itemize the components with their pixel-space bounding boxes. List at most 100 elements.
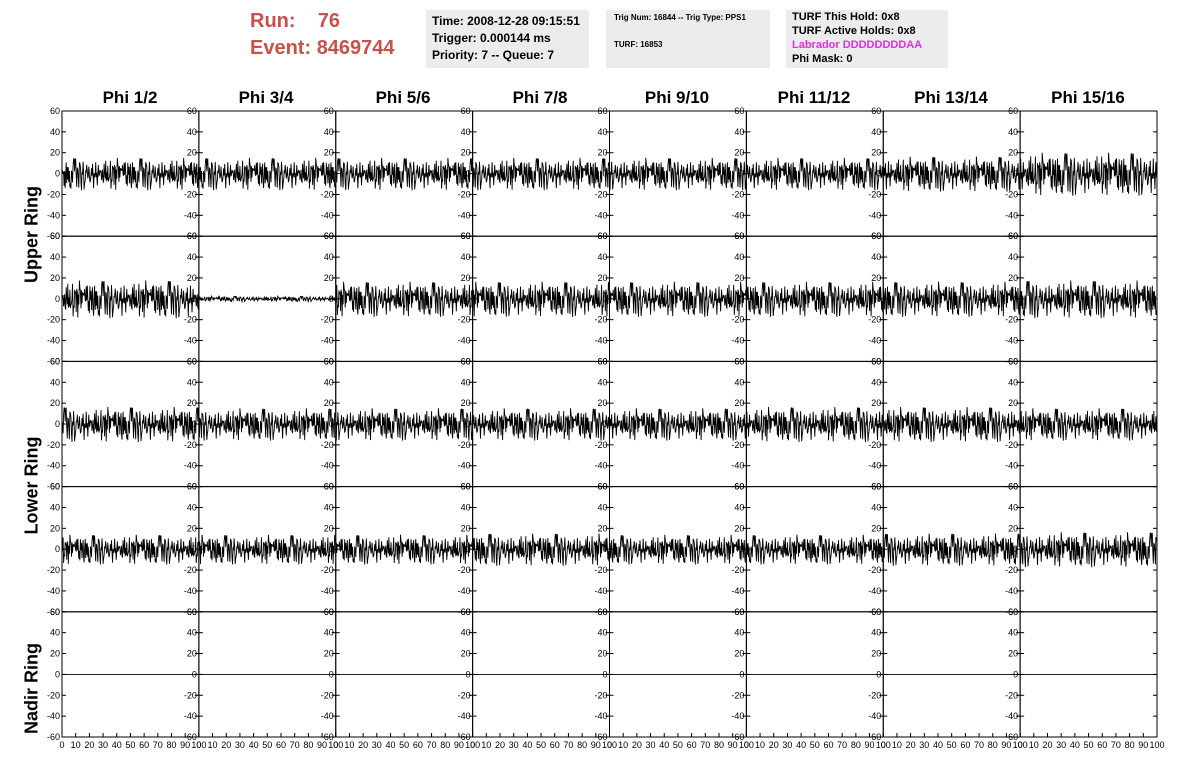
y-tick-label: 60 (461, 356, 471, 366)
x-tick-label: 60 (276, 740, 286, 750)
y-tick-label: 0 (876, 669, 881, 679)
trigger-info-box: Trig Num: 16844 -- Trig Type: PPS1 TURF:… (606, 10, 770, 68)
y-tick-label: 60 (187, 607, 197, 617)
y-tick-label: -20 (458, 189, 471, 199)
y-tick-label: 0 (1013, 419, 1018, 429)
x-tick-label: 40 (522, 740, 532, 750)
y-tick-label: 60 (597, 106, 607, 116)
x-tick-label: 40 (385, 740, 395, 750)
y-tick-label: 40 (1008, 252, 1018, 262)
x-tick-label: 30 (509, 740, 519, 750)
x-tick-label: 100 (328, 740, 343, 750)
waveform-trace (609, 157, 747, 191)
x-tick-label: 90 (317, 740, 327, 750)
y-tick-label: -60 (731, 732, 744, 742)
time-line: Time: 2008-12-28 09:15:51 (432, 14, 580, 28)
y-tick-label: 60 (734, 482, 744, 492)
y-tick-label: -20 (458, 690, 471, 700)
x-tick-label: 80 (440, 740, 450, 750)
y-tick-label: 40 (597, 628, 607, 638)
x-tick-label: 80 (166, 740, 176, 750)
x-tick-label: 80 (714, 740, 724, 750)
y-tick-label: 0 (466, 669, 471, 679)
y-tick-label: 20 (871, 273, 881, 283)
y-tick-label: 40 (461, 252, 471, 262)
y-tick-label: 60 (597, 356, 607, 366)
y-tick-label: 20 (324, 649, 334, 659)
y-tick-label: 20 (597, 649, 607, 659)
y-tick-label: 20 (1008, 148, 1018, 158)
y-tick-label: -20 (47, 690, 60, 700)
x-tick-label: 10 (755, 740, 765, 750)
y-tick-label: 20 (1008, 649, 1018, 659)
y-tick-label: 0 (329, 419, 334, 429)
waveform-trace (1019, 408, 1158, 441)
phi-title-7: Phi 13/14 (914, 88, 988, 107)
y-tick-label: 0 (55, 169, 60, 179)
y-tick-label: 0 (739, 544, 744, 554)
x-tick-label: 50 (810, 740, 820, 750)
x-tick-label: 50 (262, 740, 272, 750)
y-tick-label: -20 (868, 690, 881, 700)
x-tick-label: 100 (602, 740, 617, 750)
y-tick-label: 0 (466, 419, 471, 429)
panel-r2-c0: -60 -40 -20 0 20 40 60 (47, 356, 200, 492)
y-tick-label: -60 (321, 732, 334, 742)
x-tick-label: 70 (974, 740, 984, 750)
waveform-trace (745, 281, 884, 317)
y-tick-label: -40 (47, 711, 60, 721)
y-tick-label: 0 (55, 419, 60, 429)
x-tick-label: 100 (739, 740, 754, 750)
turf-active-line: TURF Active Holds: 0x8 (792, 25, 916, 37)
y-tick-label: -20 (321, 189, 334, 199)
y-tick-label: 0 (739, 669, 744, 679)
y-tick-label: -40 (868, 210, 881, 220)
y-tick-label: 20 (461, 273, 471, 283)
y-tick-label: 40 (871, 628, 881, 638)
y-tick-label: -20 (868, 315, 881, 325)
x-tick-label: 30 (782, 740, 792, 750)
y-tick-label: 40 (734, 252, 744, 262)
event-value: 8469744 (316, 37, 395, 59)
y-tick-label: -20 (731, 315, 744, 325)
run-label: Run: (250, 10, 296, 32)
y-tick-label: -20 (868, 565, 881, 575)
y-tick-label: 0 (876, 169, 881, 179)
phi-title-8: Phi 15/16 (1051, 88, 1125, 107)
y-tick-label: 60 (187, 356, 197, 366)
y-tick-label: 60 (871, 356, 881, 366)
x-tick-label: 50 (947, 740, 957, 750)
y-tick-label: 60 (871, 106, 881, 116)
x-tick-label: 90 (1001, 740, 1011, 750)
x-tick-label: 30 (98, 740, 108, 750)
x-tick-label: 90 (1138, 740, 1148, 750)
y-tick-label: 60 (1008, 231, 1018, 241)
y-tick-label: 40 (50, 127, 60, 137)
x-tick-label: 30 (372, 740, 382, 750)
y-tick-label: 40 (461, 628, 471, 638)
y-tick-label: -20 (184, 565, 197, 575)
y-tick-label: 0 (192, 544, 197, 554)
phi-mask-line: Phi Mask: 0 (792, 53, 853, 65)
y-tick-label: -20 (184, 189, 197, 199)
y-tick-label: 20 (187, 649, 197, 659)
y-tick-label: 60 (50, 356, 60, 366)
y-tick-label: -40 (1005, 210, 1018, 220)
x-tick-label: 70 (700, 740, 710, 750)
y-tick-label: 40 (324, 252, 334, 262)
y-tick-label: 20 (461, 523, 471, 533)
trig-num-line: Trig Num: 16844 -- Trig Type: PPS1 (614, 13, 746, 22)
y-tick-label: 20 (187, 398, 197, 408)
y-tick-label: 60 (597, 482, 607, 492)
x-tick-label: 80 (577, 740, 587, 750)
